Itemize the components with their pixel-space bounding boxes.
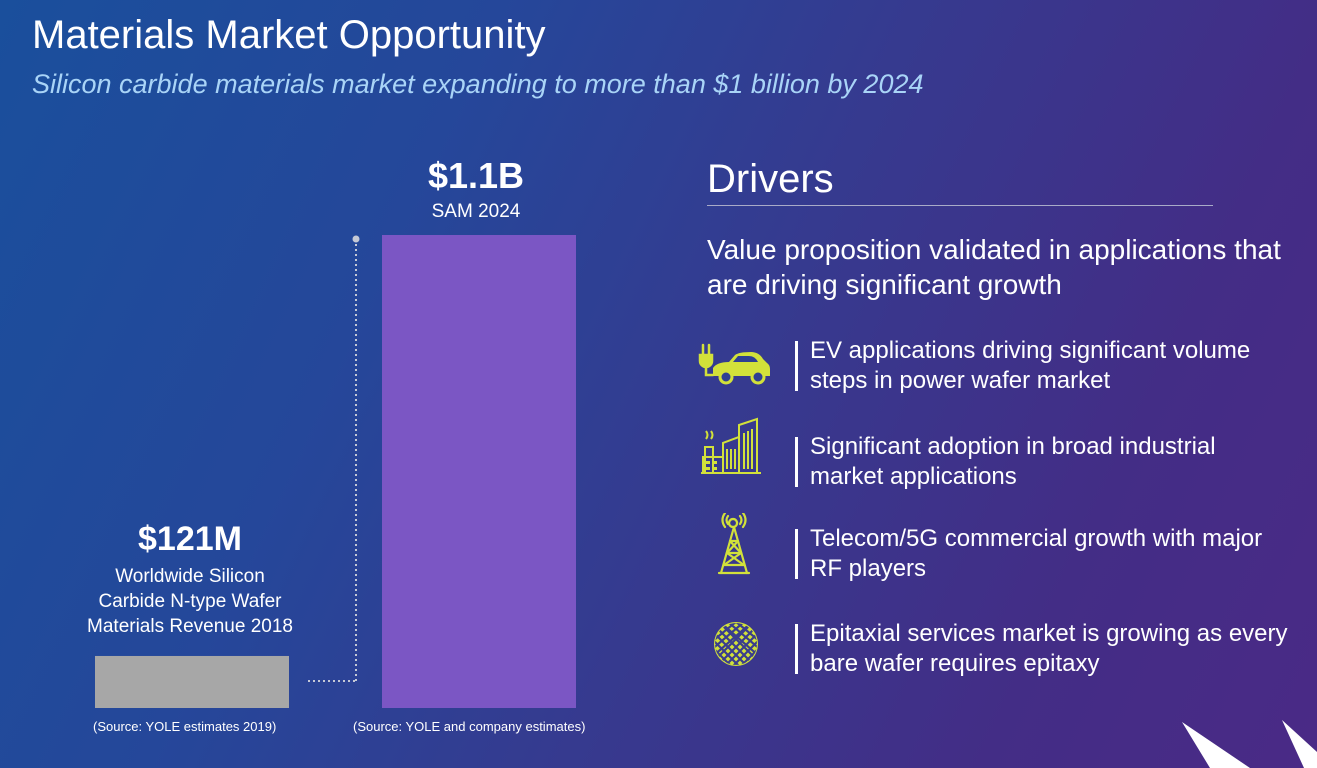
driver-divider-bar (795, 529, 798, 579)
driver-item-industrial: Significant adoption in broad industrial… (695, 417, 1295, 495)
driver-divider-bar (795, 341, 798, 391)
driver-text: Epitaxial services market is growing as … (810, 620, 1288, 677)
drivers-heading: Drivers (707, 157, 834, 201)
page-subtitle: Silicon carbide materials market expandi… (32, 69, 924, 99)
bar-2024-sam (382, 235, 576, 708)
corner-decoration (1182, 720, 1317, 768)
bar-2018-caption-line: Carbide N-type Wafer (98, 591, 282, 612)
bar-2024-caption-line: SAM 2024 (432, 201, 521, 222)
drivers-lead-text: Value proposition validated in applicati… (707, 234, 1281, 300)
bar-2024-value-label: $1.1B (428, 155, 524, 196)
driver-item-ev: EV applications driving significant volu… (695, 335, 1295, 399)
bar-2018-caption-line: Worldwide Silicon (115, 566, 265, 587)
ev-car-plug-icon (695, 335, 775, 399)
drivers-divider (707, 205, 1213, 206)
source-note-2024: (Source: YOLE and company estimates) (353, 719, 586, 734)
page-title: Materials Market Opportunity (32, 13, 546, 57)
telecom-tower-icon (695, 511, 775, 587)
bar-2018-value-label: $121M (138, 520, 242, 558)
driver-text: EV applications driving significant volu… (810, 337, 1251, 394)
industrial-buildings-icon (695, 417, 775, 495)
driver-divider-bar (795, 437, 798, 487)
driver-text: Telecom/5G commercial growth with major … (810, 525, 1263, 582)
driver-item-epitaxy: Epitaxial services market is growing as … (695, 618, 1295, 682)
driver-divider-bar (795, 624, 798, 674)
growth-connector-dot (352, 235, 360, 243)
driver-text: Significant adoption in broad industrial… (810, 433, 1216, 490)
driver-item-telecom: Telecom/5G commercial growth with major … (695, 511, 1295, 587)
wafer-grid-icon (695, 618, 775, 682)
bar-2018-caption-line: Materials Revenue 2018 (87, 616, 293, 637)
bar-2018-revenue (95, 655, 289, 708)
source-note-2018: (Source: YOLE estimates 2019) (93, 719, 277, 734)
